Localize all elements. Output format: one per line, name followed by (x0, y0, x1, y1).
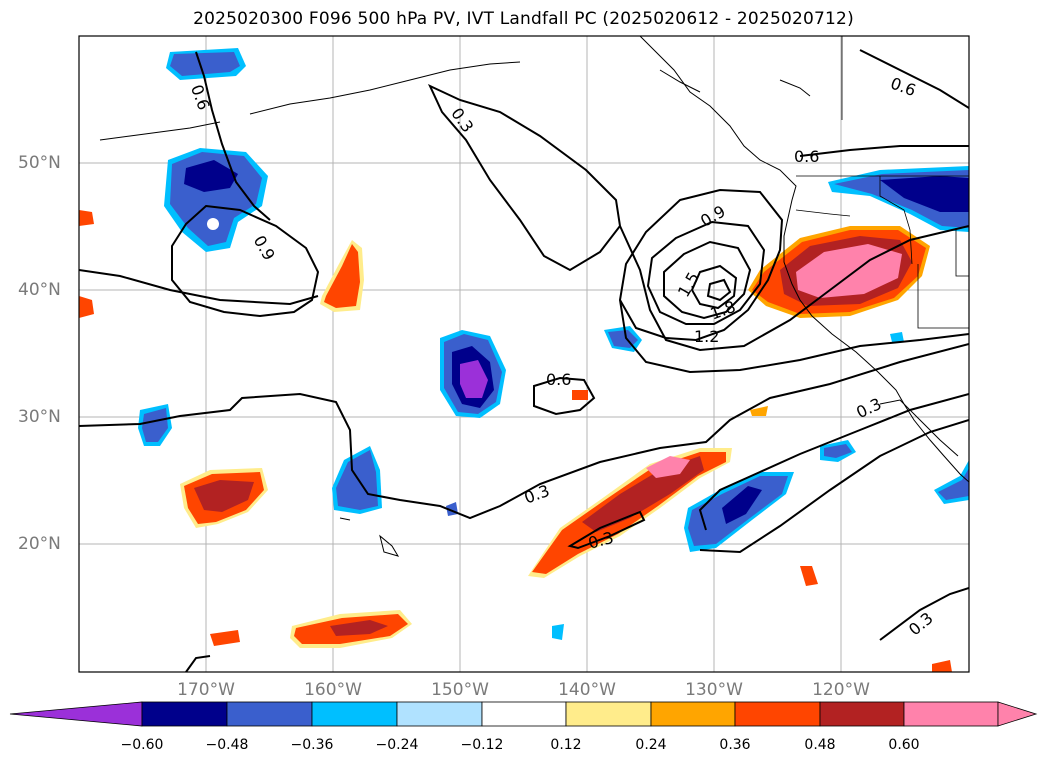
colorbar-tick: 0.12 (550, 737, 582, 753)
lat-label: 30°N (18, 407, 61, 427)
map-frame (78, 35, 970, 673)
colorbar-tick: −0.24 (375, 737, 419, 753)
colorbar-tick: 0.48 (804, 737, 836, 753)
colorbar-bin (903, 701, 999, 727)
map-title: 2025020300 F096 500 hPa PV, IVT Landfall… (193, 9, 854, 29)
ivt-contours (79, 49, 969, 672)
lon-label: 130°W (685, 680, 743, 700)
colorbar-tick: 0.36 (719, 737, 751, 753)
colorbar (9, 701, 1038, 727)
colorbar-bin (734, 701, 821, 727)
colorbar-tick: −0.36 (290, 737, 334, 753)
colorbar-tick: −0.12 (460, 737, 504, 753)
colorbar-bin (819, 701, 905, 727)
map-area (79, 36, 969, 672)
contour-label: 0.6 (546, 370, 571, 389)
pv-negative-anomalies (138, 48, 969, 640)
colorbar-bin (650, 701, 736, 727)
lon-label: 160°W (304, 680, 362, 700)
lon-label: 170°W (177, 680, 235, 700)
colorbar-bin (311, 701, 398, 727)
colorbar-bin (396, 701, 483, 727)
lat-label: 50°N (18, 153, 61, 173)
graticule (79, 36, 969, 672)
lat-label: 40°N (18, 280, 61, 300)
colorbar-tick: −0.48 (205, 737, 249, 753)
lon-label: 150°W (431, 680, 489, 700)
lat-label: 20°N (18, 534, 61, 554)
contour-label: 0.6 (794, 147, 819, 166)
lon-label: 120°W (812, 680, 870, 700)
lon-label: 140°W (558, 680, 616, 700)
colorbar-tick: 0.24 (635, 737, 667, 753)
colorbar-tick: 0.60 (888, 737, 920, 753)
colorbar-tick: −0.60 (120, 737, 164, 753)
colorbar-bin (141, 701, 228, 727)
coastlines (99, 36, 969, 557)
contour-label: 1.2 (694, 327, 719, 346)
colorbar-bin (565, 701, 652, 727)
colorbar-bin (226, 701, 313, 727)
colorbar-extend-low (9, 701, 143, 727)
borders (795, 36, 969, 329)
colorbar-extend-high (997, 701, 1038, 727)
colorbar-bin (481, 701, 567, 727)
